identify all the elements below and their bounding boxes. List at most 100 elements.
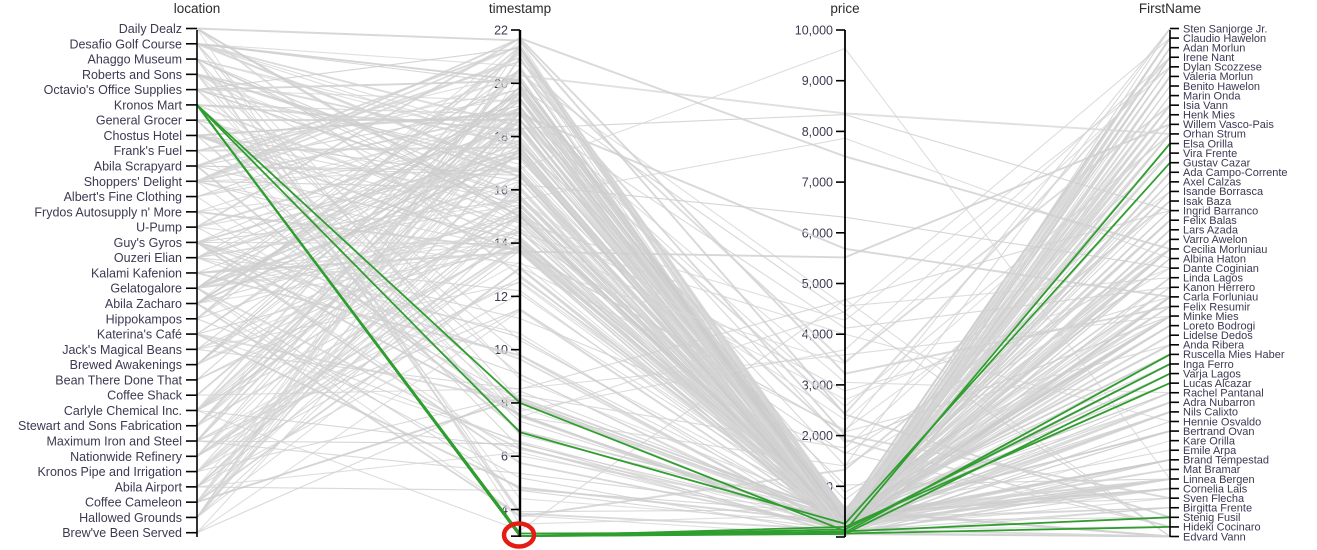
data-line[interactable] <box>196 133 1171 534</box>
location-tick-label[interactable]: Nationwide Refinery <box>70 450 183 464</box>
data-line[interactable] <box>196 56 1171 415</box>
location-tick-label[interactable]: Shoppers' Delight <box>84 175 183 189</box>
location-tick-label[interactable]: General Grocer <box>96 114 182 128</box>
data-line[interactable] <box>196 277 1171 516</box>
data-line[interactable] <box>196 240 1171 520</box>
data-line[interactable] <box>196 66 1171 518</box>
firstname-tick-label[interactable]: Stenig Fusil <box>1183 512 1240 524</box>
data-line[interactable] <box>196 74 1171 183</box>
location-tick-label[interactable]: Roberts and Sons <box>82 68 182 82</box>
location-tick-label[interactable]: Katerina's Café <box>97 328 182 342</box>
firstname-tick-label[interactable]: Elsa Orilla <box>1183 138 1234 150</box>
data-line[interactable] <box>196 123 1171 259</box>
firstname-tick-label[interactable]: Ruscella Mies Haber <box>1183 349 1285 361</box>
data-line[interactable] <box>196 37 1171 250</box>
data-line[interactable] <box>196 183 1171 488</box>
data-line[interactable] <box>196 90 1171 533</box>
data-line[interactable] <box>196 45 1171 512</box>
firstname-tick-label[interactable]: Edvard Vann <box>1183 531 1246 543</box>
location-tick-label[interactable]: Jack's Magical Beans <box>62 343 182 357</box>
location-tick-label[interactable]: Gelatogalore <box>110 282 182 296</box>
firstname-tick-label[interactable]: Sven Flecha <box>1183 493 1245 505</box>
data-line[interactable] <box>196 89 1171 514</box>
firstname-tick-label[interactable]: Varja Lagos <box>1183 368 1241 380</box>
location-tick-label[interactable]: Carlyle Chemical Inc. <box>64 404 182 418</box>
firstname-tick-label[interactable]: Cornelia Lais <box>1183 483 1248 495</box>
data-line[interactable] <box>196 134 1171 528</box>
firstname-tick-label[interactable]: Marin Onda <box>1183 90 1241 102</box>
data-line[interactable] <box>196 37 1171 375</box>
firstname-tick-label[interactable]: Lidelse Dedos <box>1183 330 1253 342</box>
firstname-tick-label[interactable]: Albina Haton <box>1183 253 1246 265</box>
location-tick-label[interactable]: Albert's Fine Clothing <box>64 190 182 204</box>
firstname-tick-label[interactable]: Willem Vasco-Pais <box>1183 119 1274 131</box>
location-tick-label[interactable]: Hallowed Grounds <box>79 511 182 525</box>
data-line[interactable] <box>196 146 1171 523</box>
data-line[interactable] <box>196 241 1171 513</box>
firstname-tick-label[interactable]: Lars Azada <box>1183 225 1239 237</box>
firstname-tick-label[interactable]: Adan Morlun <box>1183 42 1245 54</box>
firstname-tick-label[interactable]: Isak Baza <box>1183 196 1232 208</box>
data-line[interactable] <box>196 186 1171 538</box>
data-line[interactable] <box>196 123 1171 516</box>
data-line[interactable] <box>196 43 1171 530</box>
location-tick-label[interactable]: Abila Scrapyard <box>94 160 182 174</box>
data-line[interactable] <box>196 76 1171 534</box>
firstname-tick-label[interactable]: Axel Calzas <box>1183 177 1242 189</box>
location-tick-label[interactable]: Desafio Golf Course <box>69 37 182 51</box>
data-line[interactable] <box>196 152 1171 531</box>
location-tick-label[interactable]: Bean There Done That <box>55 373 182 387</box>
firstname-tick-label[interactable]: Cecilia Morluniau <box>1183 244 1267 256</box>
data-line[interactable] <box>196 40 1171 537</box>
firstname-tick-label[interactable]: Isande Borrasca <box>1183 186 1264 198</box>
firstname-tick-label[interactable]: Dante Coginian <box>1183 263 1259 275</box>
data-line[interactable] <box>196 47 1171 480</box>
data-line[interactable] <box>196 210 1171 530</box>
firstname-tick-label[interactable]: Nils Calixto <box>1183 407 1238 419</box>
firstname-tick-label[interactable]: Adra Nubarron <box>1183 397 1255 409</box>
highlighted-data-line[interactable] <box>196 104 1171 525</box>
data-line[interactable] <box>196 133 1171 526</box>
location-tick-label[interactable]: Abila Airport <box>115 480 183 494</box>
location-tick-label[interactable]: Stewart and Sons Fabrication <box>18 419 182 433</box>
firstname-tick-label[interactable]: Hideki Cocinaro <box>1183 522 1261 534</box>
location-tick-label[interactable]: U-Pump <box>136 221 182 235</box>
firstname-tick-label[interactable]: Claudio Hawelon <box>1183 33 1266 45</box>
firstname-tick-label[interactable]: Vira Frente <box>1183 148 1237 160</box>
data-line[interactable] <box>196 197 1171 536</box>
data-line[interactable] <box>196 112 1171 518</box>
firstname-tick-label[interactable]: Bertrand Ovan <box>1183 426 1255 438</box>
firstname-tick-label[interactable]: Loreto Bodrogi <box>1183 320 1255 332</box>
firstname-tick-label[interactable]: Henk Mies <box>1183 110 1235 122</box>
data-line[interactable] <box>196 27 1171 519</box>
data-line[interactable] <box>196 56 1171 537</box>
location-tick-label[interactable]: Abila Zacharo <box>105 297 182 311</box>
data-line[interactable] <box>196 210 1171 521</box>
location-tick-label[interactable]: Daily Dealz <box>119 22 182 36</box>
firstname-tick-label[interactable]: Sten Sanjorge Jr. <box>1183 23 1267 35</box>
firstname-tick-label[interactable]: Minke Mies <box>1183 311 1239 323</box>
firstname-tick-label[interactable]: Felix Balas <box>1183 215 1237 227</box>
firstname-tick-label[interactable]: Hennie Osvaldo <box>1183 416 1261 428</box>
data-line[interactable] <box>196 397 1171 517</box>
data-line[interactable] <box>196 212 1171 530</box>
location-tick-label[interactable]: Ahaggo Museum <box>87 53 182 67</box>
data-line[interactable] <box>196 126 1171 525</box>
firstname-tick-label[interactable]: Kare Orilla <box>1183 435 1236 447</box>
firstname-tick-label[interactable]: Birgitta Frente <box>1183 503 1252 515</box>
firstname-tick-label[interactable]: Valeria Morlun <box>1183 71 1253 83</box>
highlighted-data-line[interactable] <box>196 104 1171 532</box>
data-line[interactable] <box>196 409 1171 532</box>
location-tick-label[interactable]: Frank's Fuel <box>114 144 182 158</box>
firstname-tick-label[interactable]: Carla Forluniau <box>1183 292 1258 304</box>
firstname-tick-label[interactable]: Benito Hawelon <box>1183 81 1260 93</box>
data-line[interactable] <box>196 211 1171 525</box>
highlighted-data-line[interactable] <box>196 104 1171 537</box>
firstname-tick-label[interactable]: Ingrid Barranco <box>1183 205 1258 217</box>
location-tick-label[interactable]: Kronos Pipe and Irrigation <box>37 465 182 479</box>
location-tick-label[interactable]: Maximum Iron and Steel <box>47 435 182 449</box>
data-line[interactable] <box>196 333 1171 524</box>
firstname-tick-label[interactable]: Emile Arpa <box>1183 445 1237 457</box>
firstname-tick-label[interactable]: Linnea Bergen <box>1183 474 1255 486</box>
firstname-tick-label[interactable]: Irene Nant <box>1183 52 1234 64</box>
